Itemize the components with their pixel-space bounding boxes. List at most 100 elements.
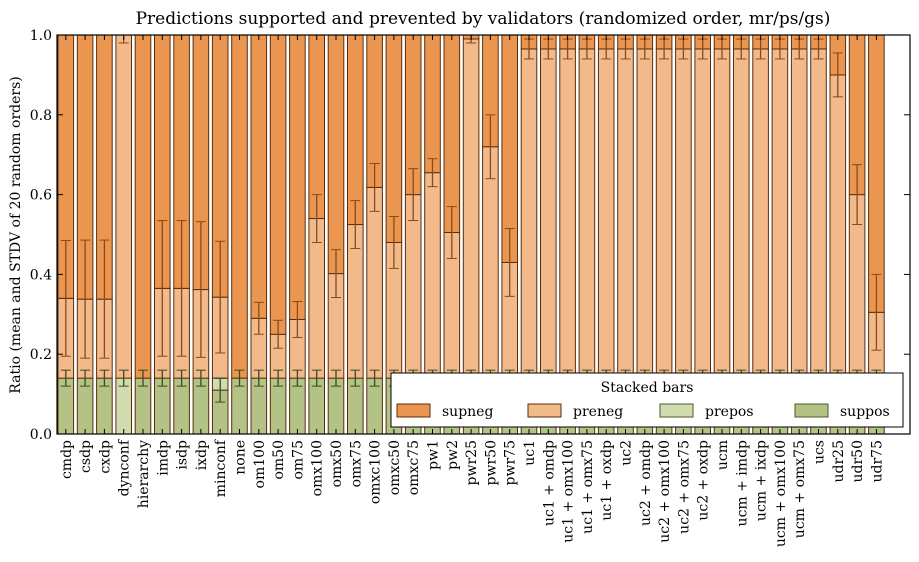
x-tick-label: pw2 bbox=[445, 440, 461, 470]
x-tick-label: omxc50 bbox=[387, 440, 403, 495]
legend-label-preneg: preneg bbox=[573, 404, 623, 420]
legend-box bbox=[390, 372, 904, 428]
bar-preneg bbox=[366, 186, 383, 379]
x-tick-label: uc2 bbox=[619, 440, 635, 466]
legend-title: Stacked bars bbox=[601, 380, 694, 396]
error-bar-preneg bbox=[369, 162, 380, 212]
error-bar-preneg bbox=[446, 206, 457, 259]
legend-label-supneg: supneg bbox=[442, 404, 493, 420]
error-bar-preneg bbox=[273, 319, 284, 349]
x-tick-label: uc1 + omx100 bbox=[561, 440, 577, 543]
x-tick-label: pw1 bbox=[426, 440, 442, 470]
bar-preneg bbox=[733, 48, 750, 379]
legend-label-prepos: prepos bbox=[705, 404, 754, 420]
x-tick-label: ucm + ixdp bbox=[754, 440, 770, 521]
bar-preneg bbox=[694, 48, 712, 379]
x-tick-label: isdp bbox=[175, 440, 191, 470]
error-bar-suppos bbox=[311, 369, 322, 387]
x-tick-label: uc1 + oxdp bbox=[599, 440, 615, 521]
error-bar-preneg bbox=[485, 114, 496, 180]
bar-supneg bbox=[250, 34, 268, 319]
error-bar-suppos bbox=[138, 369, 148, 387]
y-axis-label: Ratio (mean and STDV of 20 random orders… bbox=[8, 76, 24, 393]
y-tick-label: 0.6 bbox=[30, 188, 52, 204]
bar-preneg bbox=[540, 48, 557, 379]
x-tick-label: pwr25 bbox=[464, 440, 480, 485]
x-tick-label: uc1 + omdp bbox=[541, 440, 557, 526]
error-bar-preneg bbox=[60, 239, 71, 357]
bar-supneg bbox=[385, 34, 403, 243]
bar-supneg bbox=[289, 34, 306, 320]
x-tick-label: udr75 bbox=[869, 440, 885, 483]
x-tick-label: omxc100 bbox=[368, 440, 384, 504]
bar-preneg bbox=[559, 48, 576, 379]
bar-preneg bbox=[597, 48, 615, 379]
error-bar-preneg bbox=[311, 194, 322, 243]
error-bar-prepos bbox=[118, 369, 129, 387]
bar-preneg bbox=[617, 48, 634, 379]
error-bar-suppos bbox=[80, 369, 91, 387]
bar-preneg bbox=[810, 48, 827, 379]
error-bars-group bbox=[60, 34, 882, 435]
x-tick-label: hierarchy bbox=[136, 440, 152, 508]
error-bar-suppos bbox=[157, 369, 168, 387]
bar-preneg bbox=[404, 194, 422, 379]
error-bar-preneg bbox=[852, 164, 863, 226]
error-bar-preneg bbox=[388, 216, 399, 269]
chart-title: Predictions supported and prevented by v… bbox=[136, 9, 831, 29]
bar-preneg bbox=[675, 48, 692, 379]
x-tick-label: udr25 bbox=[831, 440, 847, 483]
x-tick-label: minconf bbox=[213, 438, 229, 497]
bar-preneg bbox=[655, 48, 673, 379]
x-tick-label: ucs bbox=[812, 440, 828, 464]
error-bar-suppos bbox=[253, 369, 264, 387]
error-bar-preneg bbox=[292, 301, 303, 338]
bar-preneg bbox=[424, 172, 441, 379]
x-tick-label: cmdp bbox=[59, 440, 75, 479]
legend-swatch-supneg bbox=[396, 403, 431, 418]
bar-supneg bbox=[231, 34, 248, 379]
error-bar-preneg bbox=[80, 239, 91, 359]
error-bar-preneg bbox=[157, 220, 168, 357]
bar-preneg bbox=[829, 74, 847, 379]
plot-frame bbox=[56, 34, 911, 435]
x-tick-label: uc2 + omx75 bbox=[676, 440, 692, 534]
x-tick-label: csdp bbox=[78, 440, 94, 473]
error-bar-suppos bbox=[369, 369, 380, 387]
x-tick-label: dynconf bbox=[117, 438, 133, 496]
x-tick-label: ixdp bbox=[194, 440, 210, 470]
bar-preneg bbox=[578, 48, 596, 379]
bar-preneg bbox=[713, 48, 731, 379]
x-tick-label: cxdp bbox=[97, 440, 113, 474]
x-tick-label: imdp bbox=[155, 440, 171, 476]
x-tick-label: none bbox=[233, 440, 249, 475]
x-tick-label: omx75 bbox=[348, 440, 364, 487]
error-bar-suppos bbox=[176, 369, 187, 387]
error-bar-preneg bbox=[871, 273, 882, 351]
x-tick-label: om50 bbox=[271, 440, 287, 480]
x-tick-label: udr50 bbox=[850, 440, 866, 483]
x-tick-label: omxc75 bbox=[406, 440, 422, 495]
y-tick-label: 0.0 bbox=[30, 427, 52, 443]
bar-supneg bbox=[347, 34, 364, 226]
bar-preneg bbox=[636, 48, 654, 379]
error-bar-suppos bbox=[195, 369, 206, 387]
bar-preneg bbox=[482, 146, 499, 379]
x-tick-label: pwr75 bbox=[503, 440, 519, 485]
y-tick-label: 0.4 bbox=[30, 267, 52, 283]
x-tick-label: ucm bbox=[715, 440, 731, 470]
error-bar-suppos bbox=[331, 369, 341, 387]
bar-supneg bbox=[134, 34, 152, 379]
error-bar-suppos bbox=[60, 369, 71, 387]
error-bar-suppos bbox=[292, 369, 303, 387]
error-bar-preneg bbox=[350, 200, 361, 249]
error-bar-preneg bbox=[176, 220, 187, 357]
error-bar-preneg bbox=[427, 158, 438, 188]
x-tick-label: uc1 + omx75 bbox=[580, 440, 596, 534]
legend-swatch-preneg bbox=[527, 403, 562, 418]
x-tick-label: uc1 bbox=[522, 440, 538, 466]
error-bar-preneg bbox=[504, 228, 515, 297]
legend-label-suppos: suppos bbox=[840, 404, 890, 420]
x-tick-label: ucm + omx100 bbox=[773, 440, 789, 547]
